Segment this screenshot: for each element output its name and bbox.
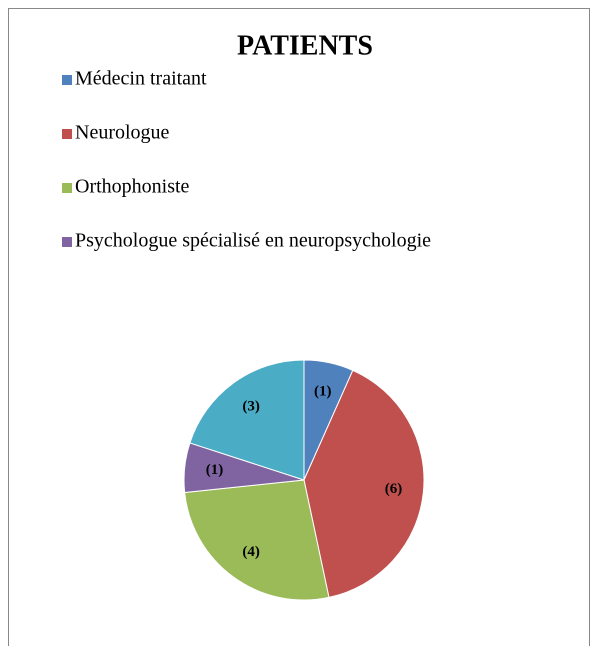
pie-slice <box>303 369 425 598</box>
legend-swatch <box>62 129 72 139</box>
data-label: (6) <box>385 481 403 497</box>
legend-swatch <box>62 183 72 193</box>
legend-swatch <box>62 237 72 247</box>
legend-label: Psychologue spécialisé en neuropsycholog… <box>75 230 431 252</box>
chart-frame <box>8 8 590 646</box>
legend-label: Orthophoniste <box>75 176 190 198</box>
pie-slice <box>184 479 330 601</box>
data-label: (1) <box>206 462 224 478</box>
data-label: (3) <box>242 399 260 415</box>
legend-label: Neurologue <box>75 122 170 144</box>
pie-slice <box>189 359 305 481</box>
data-label: (4) <box>242 544 260 560</box>
legend-swatch <box>62 75 72 85</box>
chart-title: PATIENTS <box>237 30 373 61</box>
legend-label: Médecin traitant <box>75 68 207 90</box>
data-label: (1) <box>314 383 332 399</box>
